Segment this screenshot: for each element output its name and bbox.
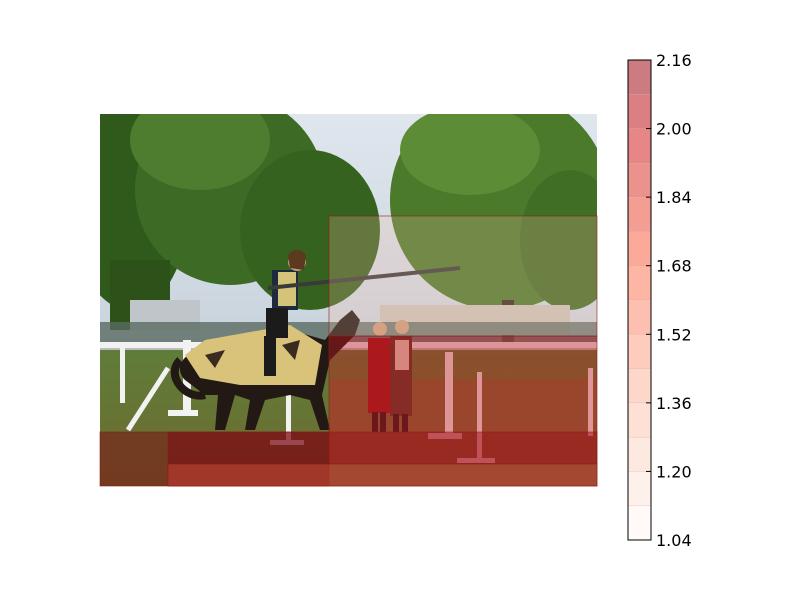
photo [100, 114, 597, 486]
colorbar-band [628, 471, 651, 506]
heatmap-region-bottom-right [167, 463, 598, 487]
colorbar-band [628, 265, 651, 300]
heatmap-region-lower-band [167, 431, 598, 487]
colorbar-band [628, 402, 651, 438]
colorbar-tick-label: 2.00 [656, 120, 692, 139]
colorbar-band [628, 437, 651, 472]
trees [100, 114, 597, 385]
colorbar-frame [627, 59, 652, 541]
colorbar-bands [628, 59, 651, 540]
colorbar-band [628, 162, 651, 198]
colorbar-tick-label: 2.16 [656, 51, 692, 70]
colorbar-band [628, 60, 651, 95]
colorbar: 2.16 2.00 1.84 1.68 1.52 1.36 1.20 1.04 [627, 51, 692, 550]
heatmap-region-right-mid [328, 335, 598, 465]
spectators [368, 320, 412, 432]
colorbar-tick-labels: 2.16 2.00 1.84 1.68 1.52 1.36 1.20 1.04 [656, 51, 692, 550]
colorbar-band [628, 505, 651, 540]
colorbar-band [628, 231, 651, 266]
colorbar-tick-label: 1.20 [656, 462, 692, 481]
heatmap-region-upper-right-box [328, 215, 598, 337]
colorbar-tick-label: 1.68 [656, 257, 692, 276]
colorbar-tick-label: 1.04 [656, 531, 692, 550]
colorbar-band [628, 94, 651, 129]
colorbar-tick-label: 1.84 [656, 188, 692, 207]
colorbar-band [628, 334, 651, 369]
heatmap-overlay [99, 215, 598, 487]
colorbar-band [628, 197, 651, 232]
colorbar-band [628, 368, 651, 403]
colorbar-tick-label: 1.52 [656, 325, 692, 344]
colorbar-band [628, 128, 651, 163]
colorbar-tick-label: 1.36 [656, 394, 692, 413]
colorbar-band [628, 300, 651, 335]
barrier-rail [100, 340, 597, 463]
colorbar-ticks [646, 59, 651, 541]
horse-and-rider [170, 250, 461, 430]
